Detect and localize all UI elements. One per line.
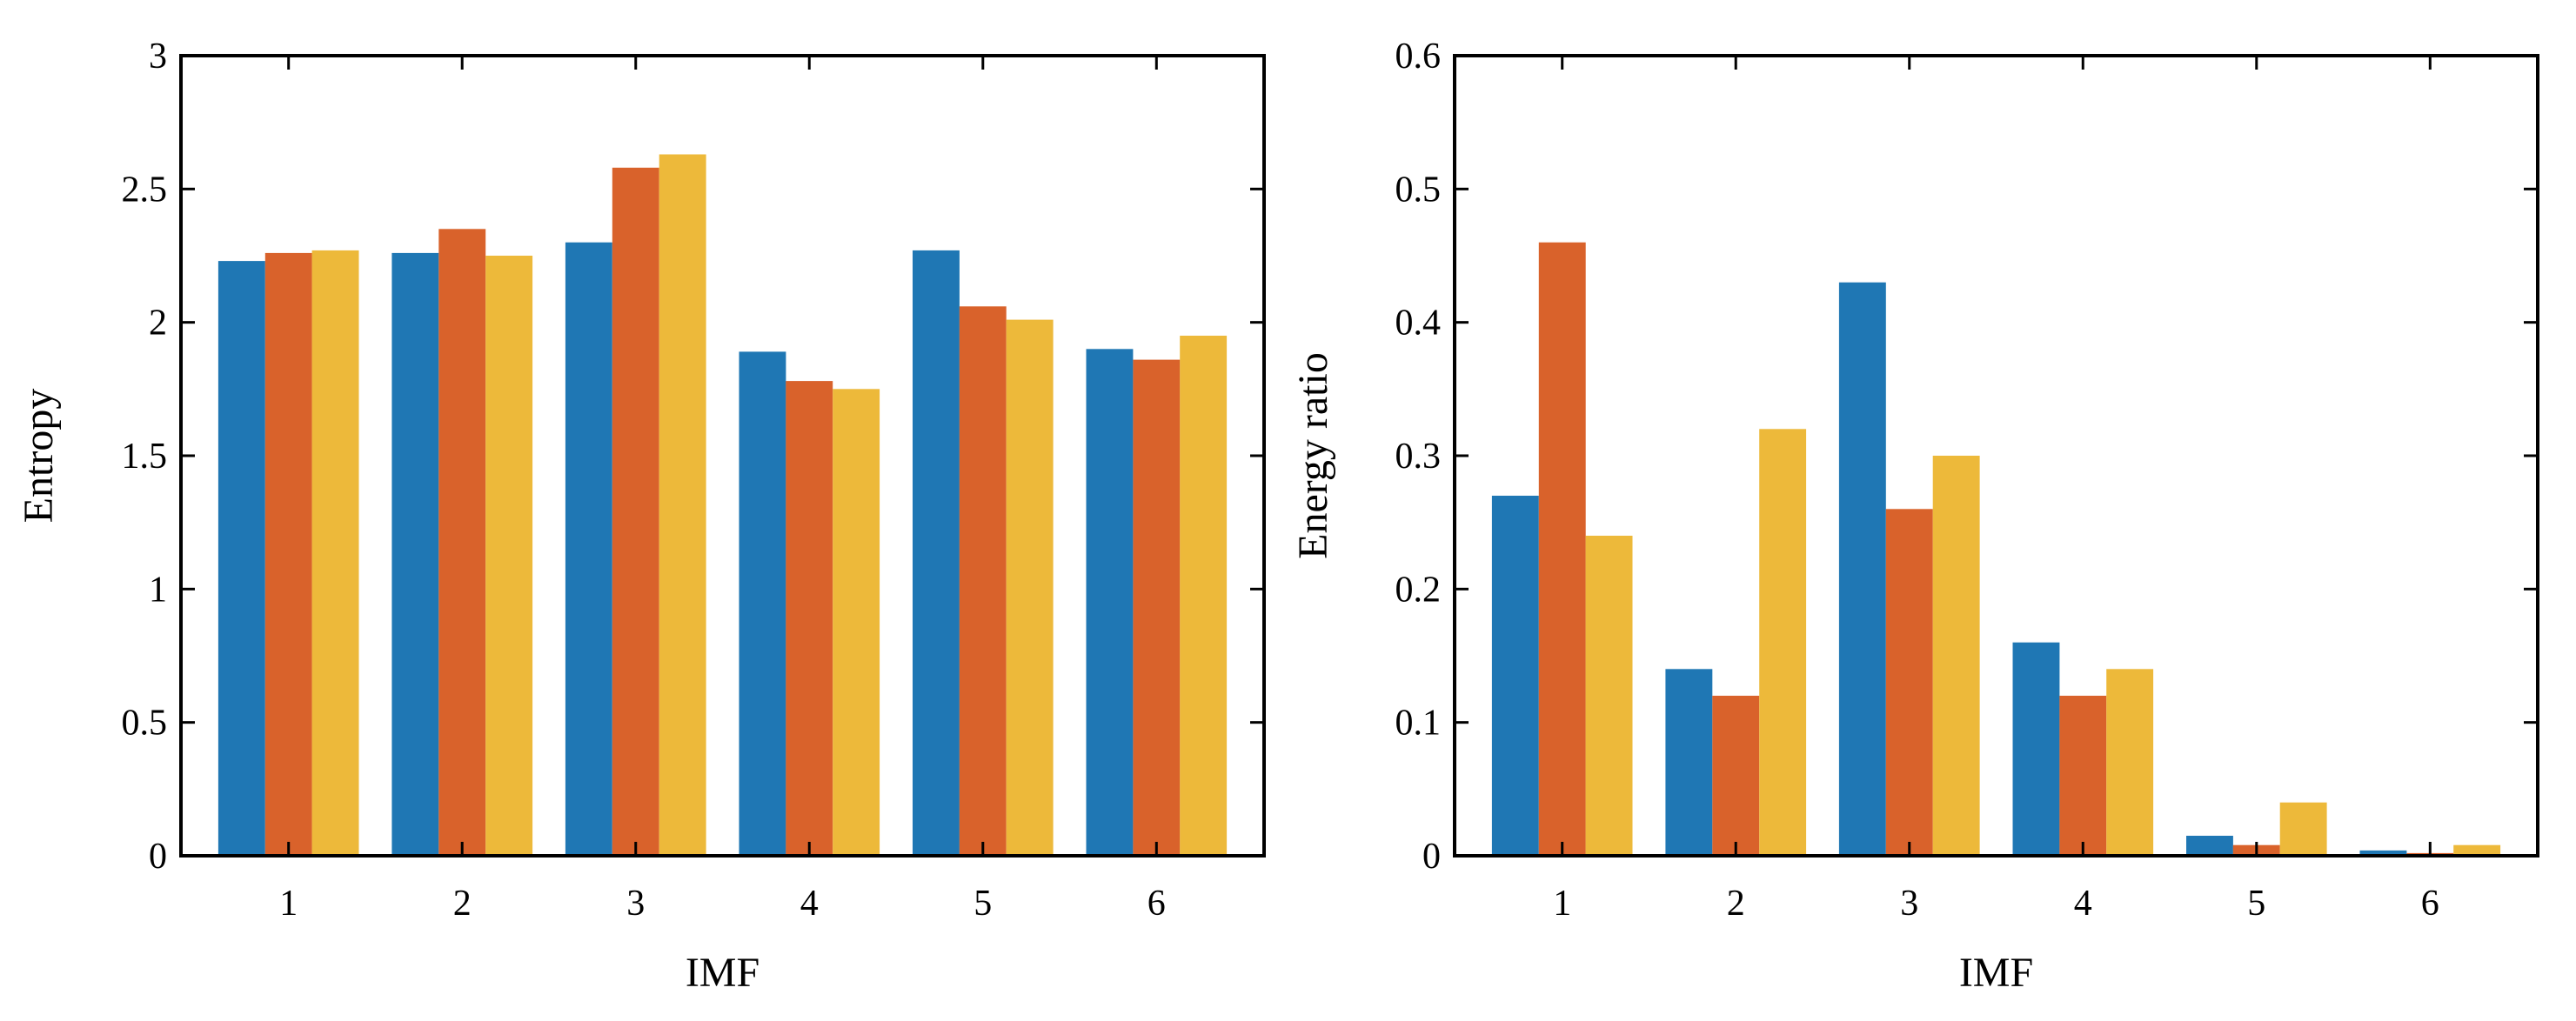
entropy-ytick-label: 0 <box>149 837 167 877</box>
entropy-x-axis: 1 2 3 4 5 6 <box>279 56 1166 924</box>
energy-ratio-ytick-label: 0 <box>1422 837 1441 877</box>
energy-ratio-xtick-label: 6 <box>2421 884 2439 924</box>
entropy-xtick-label: 5 <box>974 884 992 924</box>
energy-ratio-bar-imf4-blue <box>2012 642 2060 856</box>
entropy-bar-imf6-orange <box>1133 359 1181 857</box>
entropy-ytick-label: 2.5 <box>122 170 168 210</box>
energy-ratio-bar-imf2-blue <box>1665 669 1713 856</box>
energy-ratio-xtick-label: 5 <box>2247 884 2265 924</box>
entropy-ytick-label: 1 <box>149 570 167 610</box>
energy-ratio-y-axis: 0 0.1 0.2 0.3 0.4 0.5 0.6 <box>1395 37 2538 877</box>
energy-ratio-bar-imf2-orange <box>1712 696 1760 856</box>
entropy-bars <box>217 154 1228 857</box>
entropy-bar-imf4-yellow <box>833 389 880 856</box>
entropy-xtick-label: 6 <box>1147 884 1166 924</box>
energy-ratio-ytick-label: 0.2 <box>1395 570 1442 610</box>
energy-ratio-ytick-label: 0.1 <box>1395 704 1442 744</box>
energy-ratio-bar-imf6-yellow <box>2453 844 2501 856</box>
entropy-xtick-label: 3 <box>626 884 645 924</box>
entropy-chart: 0 0.5 1 1.5 2 2.5 3 1 2 3 4 5 6 IMF Entropy <box>16 37 1266 996</box>
energy-ratio-bar-imf2-yellow <box>1759 429 1807 856</box>
energy-ratio-bar-imf1-yellow <box>1585 536 1633 856</box>
entropy-bar-imf6-yellow <box>1180 336 1228 856</box>
entropy-xtick-label: 2 <box>453 884 472 924</box>
entropy-bar-imf2-orange <box>438 229 486 856</box>
energy-ratio-chart: 0 0.1 0.2 0.3 0.4 0.5 0.6 1 2 3 4 5 6 IMF Energy ra… <box>1290 37 2539 996</box>
entropy-bar-imf1-blue <box>217 261 265 857</box>
entropy-bar-imf3-orange <box>612 167 659 857</box>
energy-ratio-bar-imf5-yellow <box>2279 802 2327 856</box>
energy-ratio-bar-imf3-orange <box>1885 509 1933 856</box>
energy-ratio-bar-imf6-blue <box>2359 850 2407 856</box>
energy-ratio-xtick-label: 4 <box>2074 884 2092 924</box>
energy-ratio-xtick-label: 2 <box>1727 884 1745 924</box>
entropy-xtick-label: 1 <box>279 884 298 924</box>
entropy-x-axis-label: IMF <box>686 950 759 996</box>
energy-ratio-xtick-label: 1 <box>1553 884 1571 924</box>
entropy-y-axis: 0 0.5 1 1.5 2 2.5 3 <box>122 37 1264 877</box>
entropy-bar-imf4-orange <box>786 381 833 857</box>
entropy-bar-imf5-blue <box>913 250 960 856</box>
energy-ratio-bar-imf3-yellow <box>1932 456 1980 856</box>
energy-ratio-x-axis-label: IMF <box>1959 950 2033 996</box>
entropy-bar-imf1-yellow <box>311 250 359 856</box>
entropy-ytick-label: 2 <box>149 304 167 344</box>
energy-ratio-y-axis-label: Energy ratio <box>1290 352 1336 559</box>
entropy-bar-imf1-orange <box>264 252 312 856</box>
entropy-bar-imf5-orange <box>959 306 1007 856</box>
energy-ratio-bar-imf5-blue <box>2186 836 2233 856</box>
energy-ratio-bars <box>1491 242 2501 856</box>
energy-ratio-ytick-label: 0.3 <box>1395 437 1442 477</box>
entropy-bar-imf3-blue <box>565 242 612 856</box>
energy-ratio-bar-imf4-yellow <box>2106 669 2154 856</box>
energy-ratio-ytick-label: 0.4 <box>1395 304 1442 344</box>
entropy-bar-imf2-blue <box>391 252 439 856</box>
energy-ratio-bar-imf1-orange <box>1538 242 1586 856</box>
entropy-bar-imf2-yellow <box>485 256 533 856</box>
energy-ratio-ytick-label: 0.6 <box>1395 37 1442 77</box>
entropy-bar-imf4-blue <box>739 351 786 856</box>
energy-ratio-ytick-label: 0.5 <box>1395 170 1442 210</box>
entropy-xtick-label: 4 <box>800 884 819 924</box>
energy-ratio-bar-imf4-orange <box>2059 696 2107 856</box>
energy-ratio-bar-imf3-blue <box>1838 282 1886 856</box>
entropy-bar-imf3-yellow <box>659 154 706 856</box>
entropy-bar-imf5-yellow <box>1006 319 1054 857</box>
entropy-ytick-label: 0.5 <box>122 704 168 744</box>
entropy-y-axis-label: Entropy <box>16 389 62 524</box>
entropy-ytick-label: 3 <box>149 37 167 77</box>
entropy-bar-imf6-blue <box>1086 349 1134 856</box>
energy-ratio-bar-imf1-blue <box>1491 496 1539 856</box>
entropy-ytick-label: 1.5 <box>122 437 168 477</box>
energy-ratio-x-axis: 1 2 3 4 5 6 <box>1553 56 2439 924</box>
energy-ratio-xtick-label: 3 <box>1900 884 1918 924</box>
